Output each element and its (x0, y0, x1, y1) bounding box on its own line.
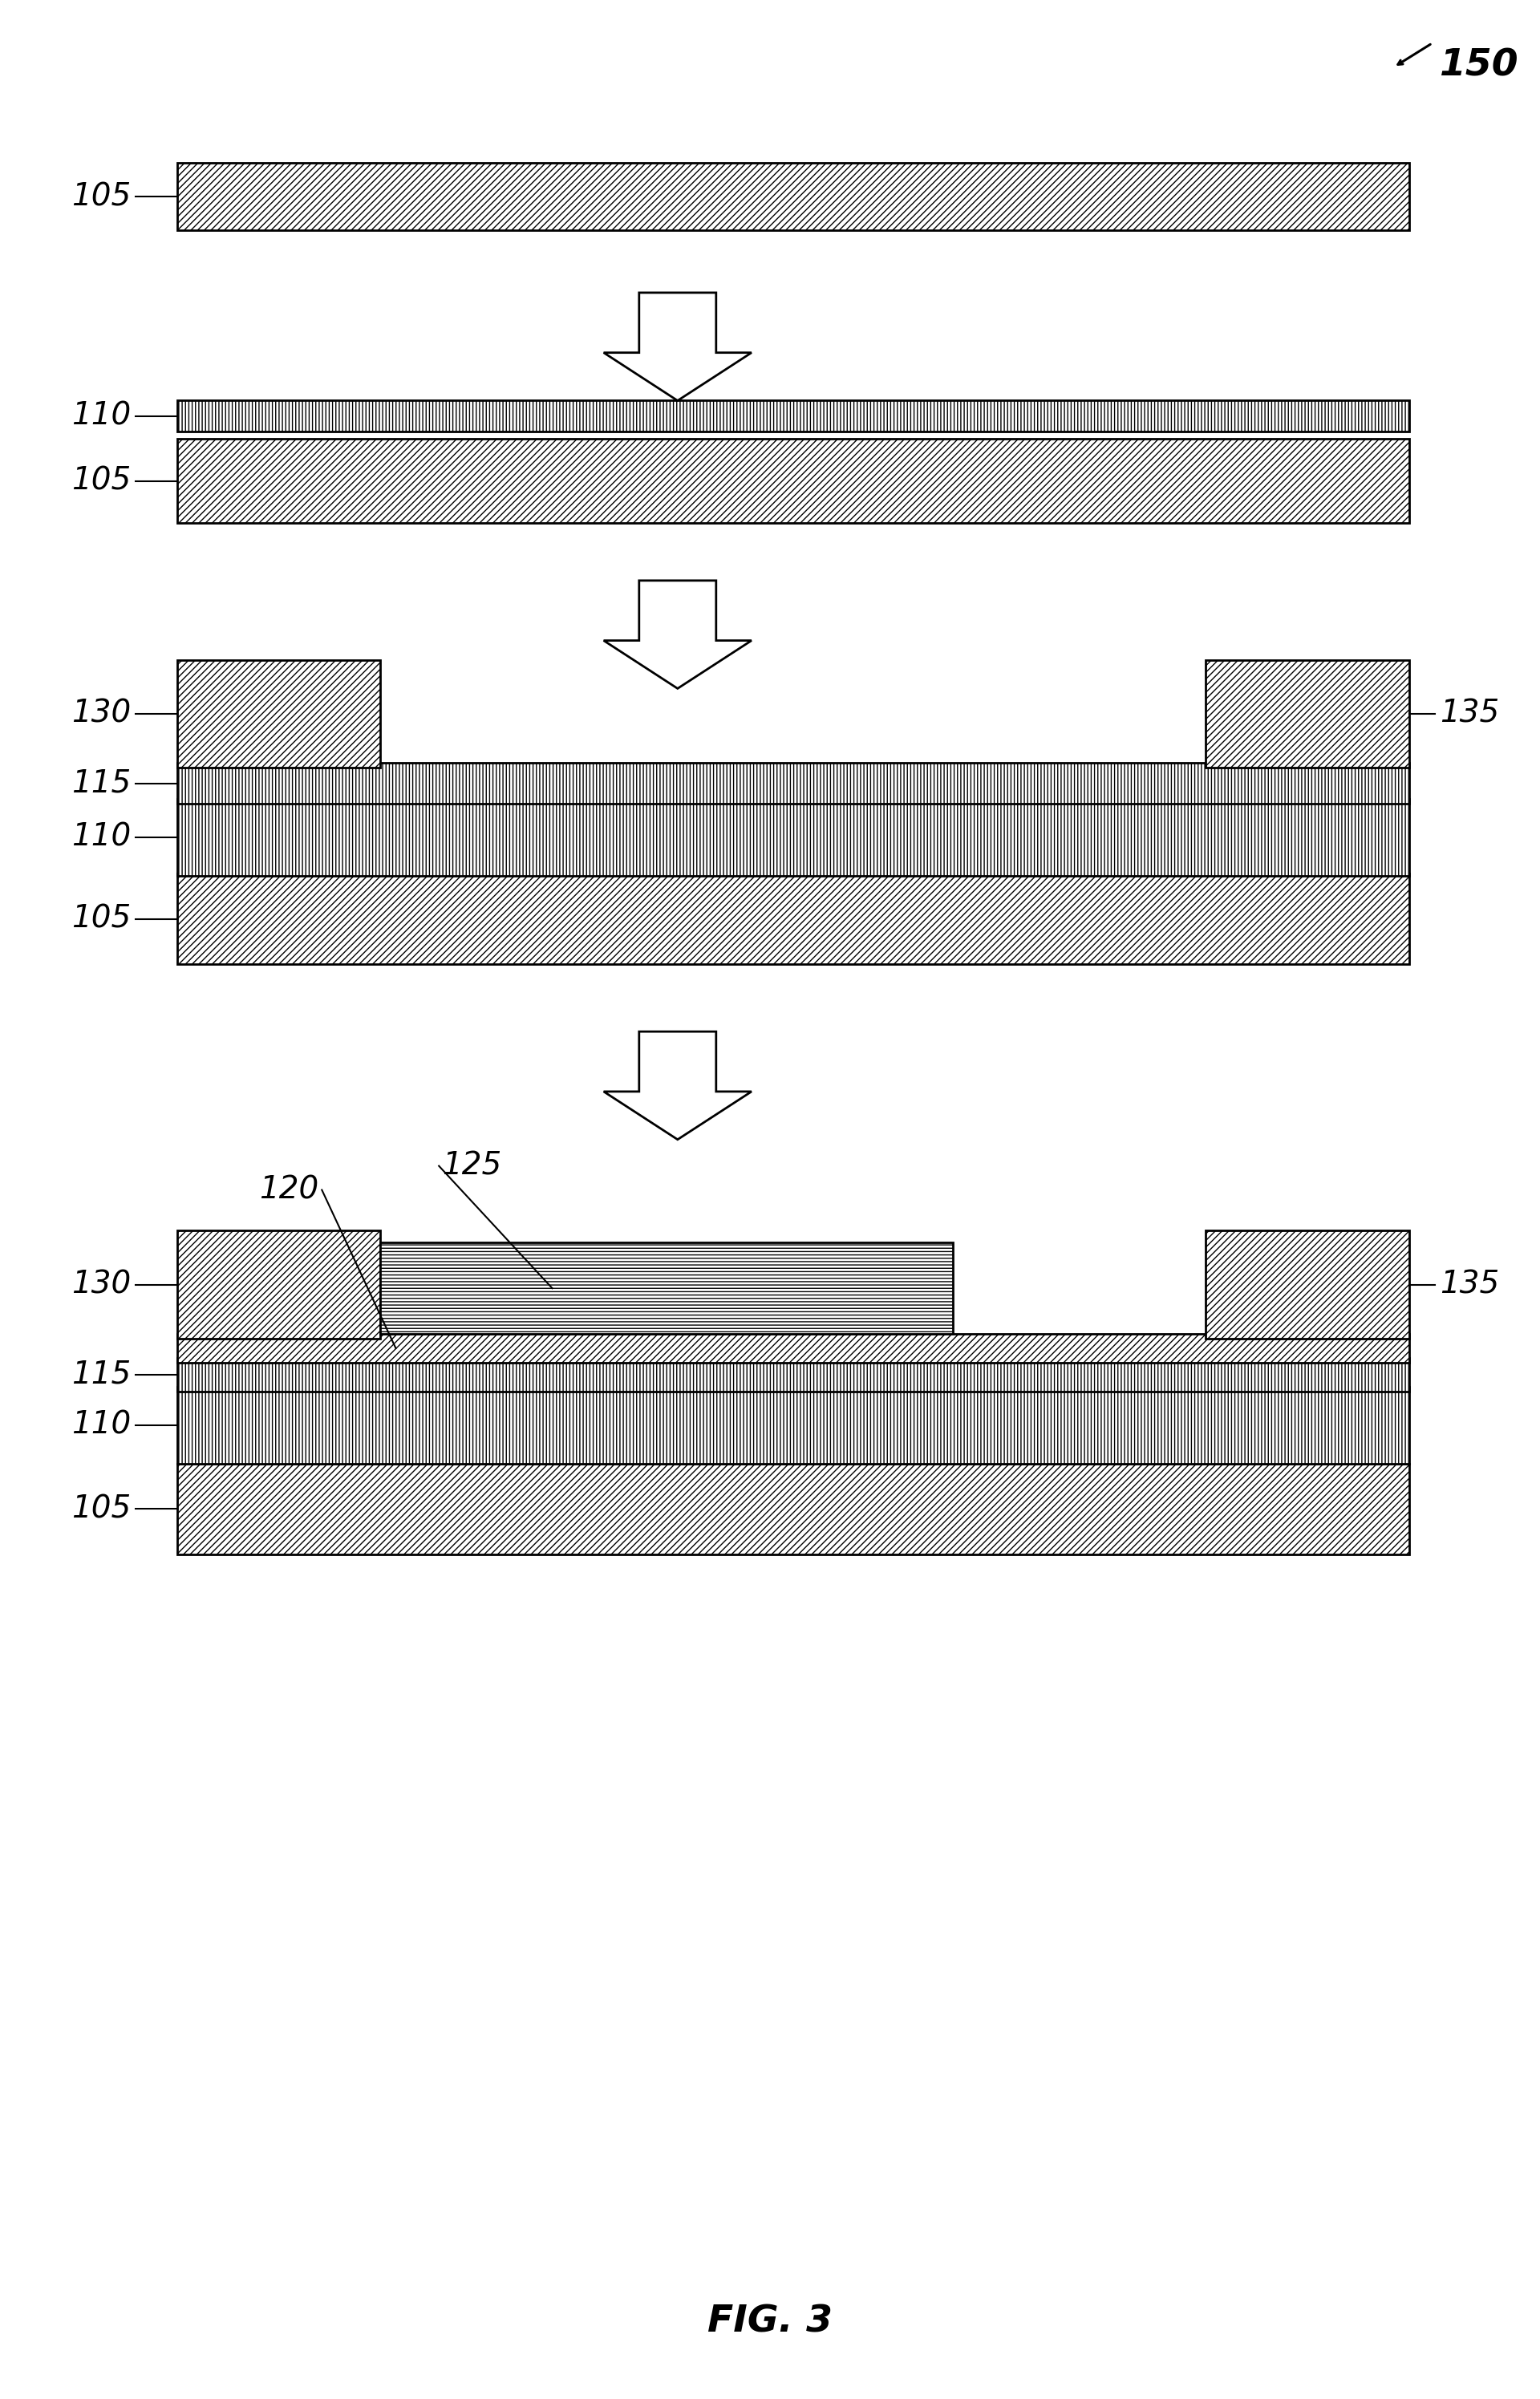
FancyBboxPatch shape (177, 660, 380, 768)
FancyBboxPatch shape (177, 799, 1409, 876)
Text: 125: 125 (442, 1152, 502, 1180)
FancyBboxPatch shape (177, 1387, 1409, 1463)
FancyBboxPatch shape (1206, 660, 1409, 768)
Polygon shape (604, 1032, 752, 1140)
Text: 120: 120 (259, 1176, 319, 1204)
Text: 110: 110 (71, 823, 131, 852)
Text: 105: 105 (71, 1495, 131, 1523)
Text: 110: 110 (71, 1411, 131, 1439)
Text: 135: 135 (1440, 698, 1500, 729)
FancyBboxPatch shape (177, 1358, 1409, 1391)
Text: 150: 150 (1440, 48, 1518, 84)
FancyBboxPatch shape (177, 401, 1409, 432)
Text: 130: 130 (71, 1269, 131, 1300)
FancyBboxPatch shape (177, 1463, 1409, 1555)
FancyBboxPatch shape (1206, 1231, 1409, 1339)
FancyBboxPatch shape (177, 1334, 1409, 1363)
Text: 130: 130 (71, 698, 131, 729)
Text: 115: 115 (71, 1360, 131, 1389)
Text: 105: 105 (71, 182, 131, 211)
Text: 105: 105 (71, 465, 131, 497)
Polygon shape (604, 293, 752, 401)
FancyBboxPatch shape (177, 439, 1409, 523)
Text: 110: 110 (71, 401, 131, 432)
Text: 135: 135 (1440, 1269, 1500, 1300)
Text: 105: 105 (71, 904, 131, 933)
FancyBboxPatch shape (177, 763, 1409, 804)
Text: 115: 115 (71, 768, 131, 799)
FancyBboxPatch shape (380, 1243, 953, 1334)
FancyBboxPatch shape (177, 163, 1409, 230)
Polygon shape (604, 581, 752, 689)
Text: FIG. 3: FIG. 3 (707, 2303, 833, 2341)
FancyBboxPatch shape (177, 1231, 380, 1339)
FancyBboxPatch shape (177, 873, 1409, 964)
